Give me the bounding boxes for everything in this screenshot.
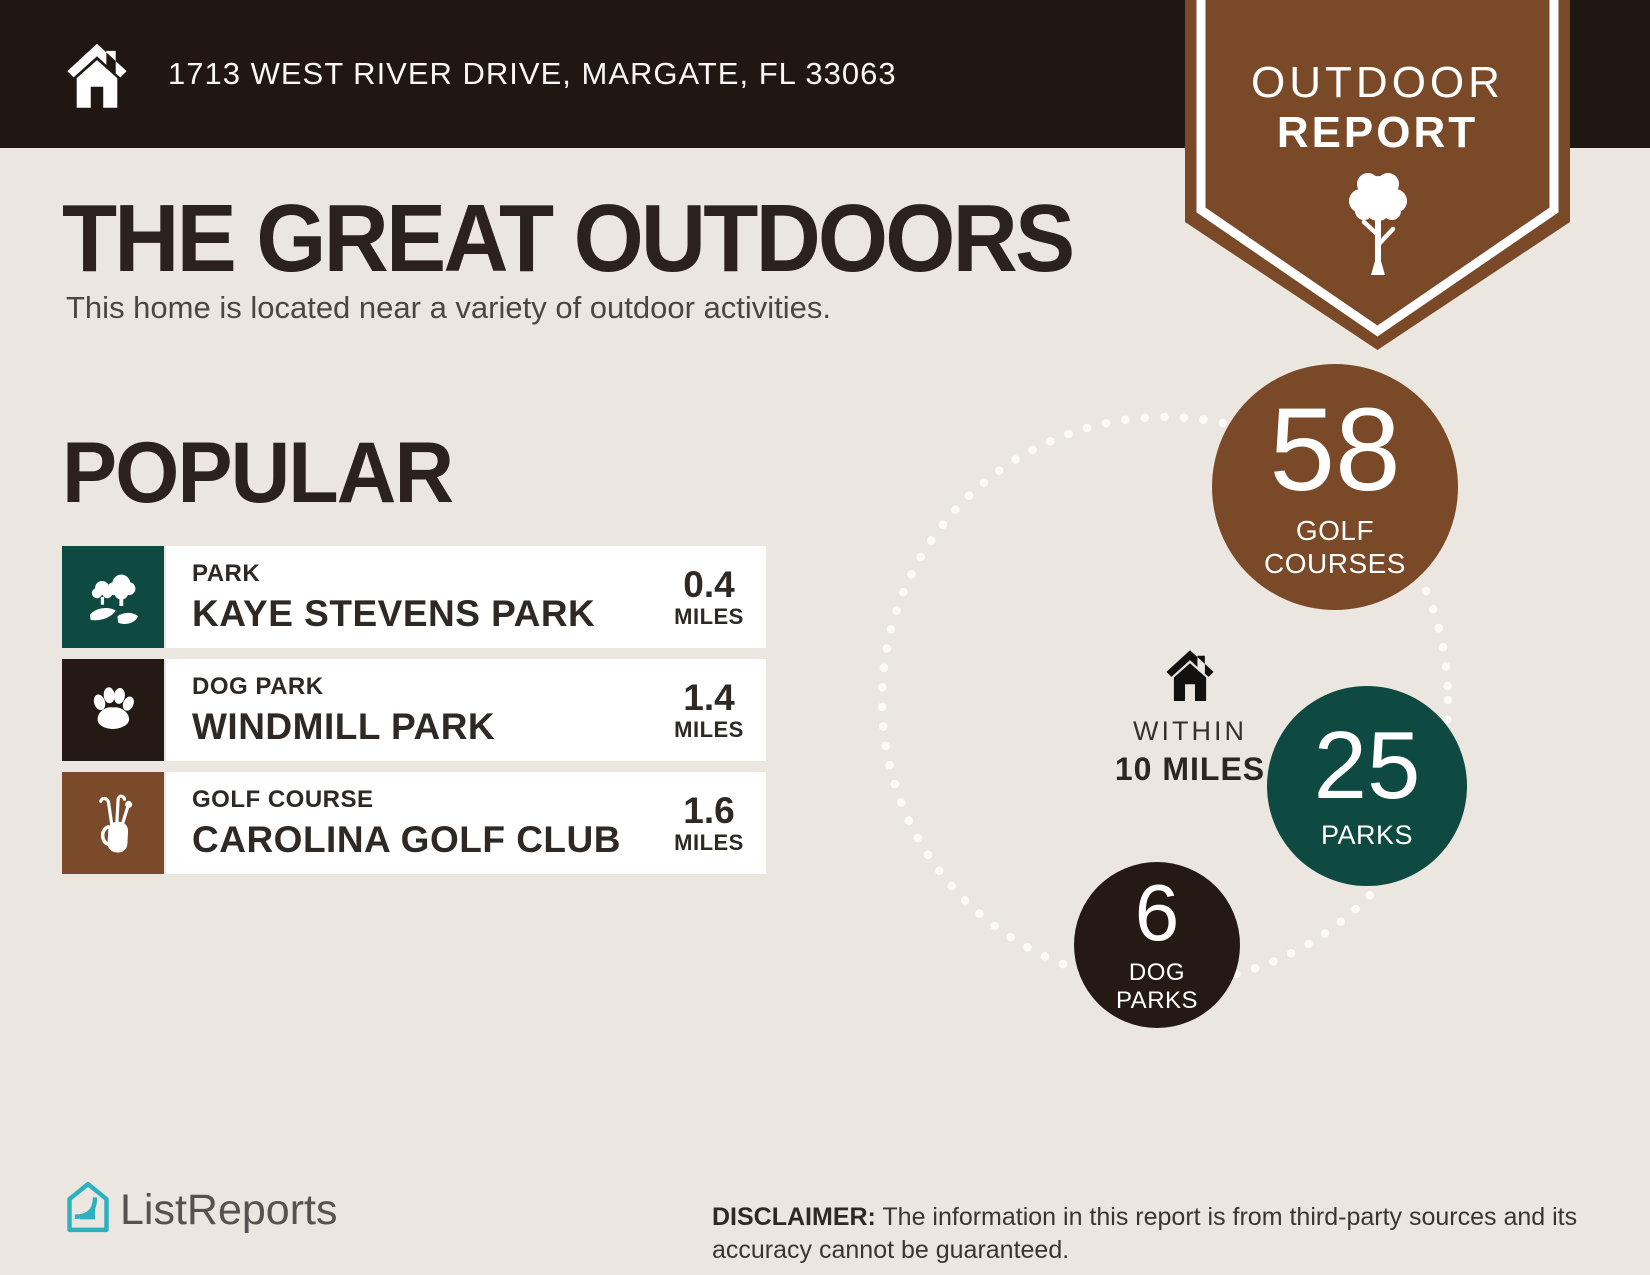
page-title: THE GREAT OUTDOORS: [62, 185, 1075, 292]
item-distance-unit: MILES: [674, 830, 744, 855]
stat-parks: 25 PARKS: [1267, 686, 1467, 886]
popular-list: PARK KAYE STEVENS PARK 0.4 MILES: [62, 546, 766, 885]
home-icon: [67, 43, 127, 108]
badge-title-line2: REPORT: [1276, 108, 1479, 157]
stat-label: DOG PARKS: [1115, 958, 1199, 1014]
dog-park-card: DOG PARK WINDMILL PARK 1.4 MILES: [166, 659, 766, 761]
golf-course-card: GOLF COURSE CAROLINA GOLF CLUB 1.6 MILES: [166, 772, 766, 874]
item-name: WINDMILL PARK: [192, 705, 496, 747]
listreports-brand: ListReports: [120, 1186, 338, 1234]
stat-label: GOLF COURSES: [1264, 515, 1406, 580]
tree-icon: [1349, 173, 1407, 275]
radius-label-within: WITHIN: [1133, 716, 1247, 746]
item-category: PARK: [192, 559, 261, 587]
stat-value: 25: [1313, 712, 1421, 820]
disclaimer: DISCLAIMER: The information in this repo…: [712, 1201, 1617, 1267]
park-card: PARK KAYE STEVENS PARK 0.4 MILES: [166, 546, 766, 648]
property-address: 1713 WEST RIVER DRIVE, MARGATE, FL 33063: [168, 56, 897, 91]
item-category: GOLF COURSE: [192, 785, 374, 813]
stat-golf-courses: 58 GOLF COURSES: [1212, 364, 1458, 610]
stat-dog-parks: 6 DOG PARKS: [1074, 862, 1240, 1028]
golf-bag-icon: [62, 772, 164, 874]
park-trees-icon: [62, 546, 164, 648]
list-item-golf-course: GOLF COURSE CAROLINA GOLF CLUB 1.6 MILES: [62, 772, 766, 874]
item-distance-unit: MILES: [674, 604, 744, 629]
paw-icon: [62, 659, 164, 761]
item-distance: 1.4: [683, 677, 735, 718]
list-item-dog-park: DOG PARK WINDMILL PARK 1.4 MILES: [62, 659, 766, 761]
item-category: DOG PARK: [192, 672, 324, 700]
badge-ribbon-shape: [1185, 0, 1570, 350]
item-name: KAYE STEVENS PARK: [192, 592, 596, 634]
popular-heading: POPULAR: [62, 425, 454, 521]
disclaimer-text: The information in this report is from t…: [712, 1203, 1578, 1264]
disclaimer-label: DISCLAIMER:: [712, 1203, 876, 1231]
listreports-logo-icon: [67, 1181, 109, 1233]
stat-value: 6: [1134, 867, 1180, 957]
badge-title-line1: OUTDOOR: [1251, 58, 1504, 107]
center-home-icon: [1166, 650, 1214, 702]
page-subtitle: This home is located near a variety of o…: [66, 290, 832, 325]
radius-dotted-ring: [877, 412, 1453, 988]
stat-value: 58: [1269, 383, 1401, 516]
item-name: CAROLINA GOLF CLUB: [192, 818, 621, 860]
item-distance: 1.6: [683, 790, 735, 831]
outdoor-report-badge: OUTDOOR REPORT: [1185, 0, 1570, 350]
radius-label-ten-miles: 10 MILES: [1114, 751, 1266, 787]
stat-label: PARKS: [1320, 819, 1414, 850]
item-distance: 0.4: [683, 564, 735, 605]
list-item-park: PARK KAYE STEVENS PARK 0.4 MILES: [62, 546, 766, 648]
item-distance-unit: MILES: [674, 717, 744, 742]
